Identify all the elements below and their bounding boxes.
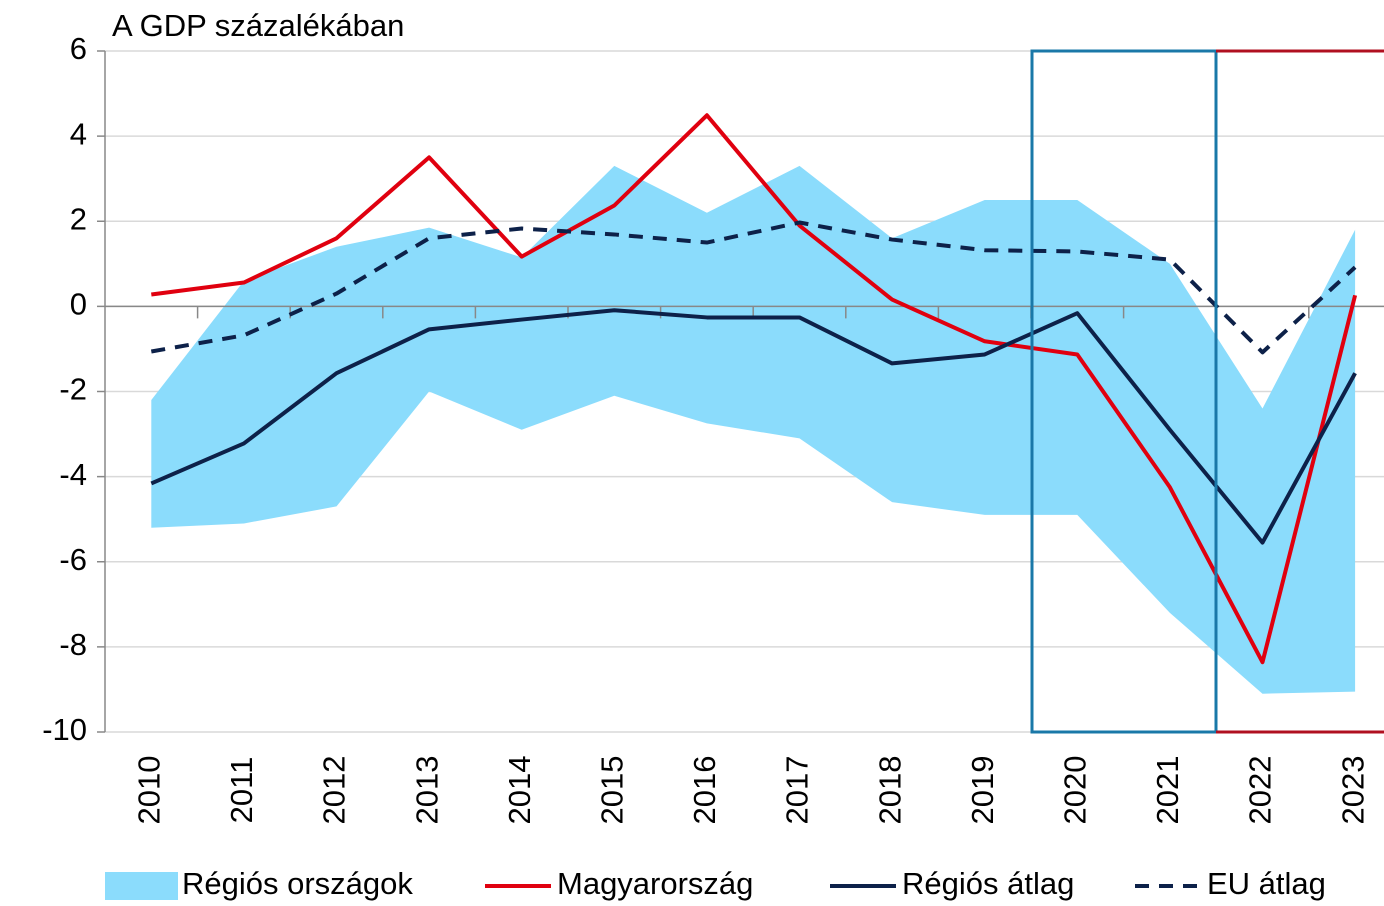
y-tick-label: 0	[70, 287, 87, 322]
x-tick-label: 2017	[780, 756, 815, 825]
x-tick-label: 2013	[409, 756, 444, 825]
y-tick-label: -6	[59, 542, 87, 577]
y-tick-label: 2	[70, 201, 87, 236]
x-tick-label: 2015	[594, 756, 629, 825]
x-tick-label: 2020	[1057, 756, 1092, 825]
chart-title: A GDP százalékában	[112, 8, 404, 43]
x-tick-label: 2019	[965, 756, 1000, 825]
range-band	[151, 165, 1356, 694]
x-tick-label: 2016	[687, 756, 722, 825]
line-series	[150, 220, 1357, 355]
legend-swatch	[105, 872, 178, 900]
legend-label: Magyarország	[557, 866, 753, 901]
y-tick-label: -8	[59, 627, 87, 662]
line-series	[150, 308, 1357, 545]
x-tick-label: 2023	[1335, 756, 1370, 825]
legend-label: Régiós átlag	[902, 866, 1074, 901]
x-tick-label: 2010	[131, 756, 166, 825]
legend-label: Régiós országok	[182, 866, 413, 901]
x-tick-label: 2011	[224, 757, 259, 824]
y-tick-label: 6	[70, 31, 87, 66]
y-tick-label: 4	[70, 116, 87, 151]
x-tick-label: 2021	[1150, 756, 1185, 825]
y-tick-label: -10	[42, 712, 87, 747]
x-tick-label: 2022	[1243, 756, 1278, 825]
legend-label: EU átlag	[1207, 866, 1326, 901]
line-series	[151, 113, 1358, 665]
y-tick-label: -4	[59, 457, 87, 492]
x-tick-label: 2018	[872, 756, 907, 825]
x-tick-label: 2012	[317, 756, 352, 825]
highlight-box	[1030, 49, 1218, 734]
x-tick-label: 2014	[502, 756, 537, 825]
y-tick-label: -2	[59, 372, 87, 407]
